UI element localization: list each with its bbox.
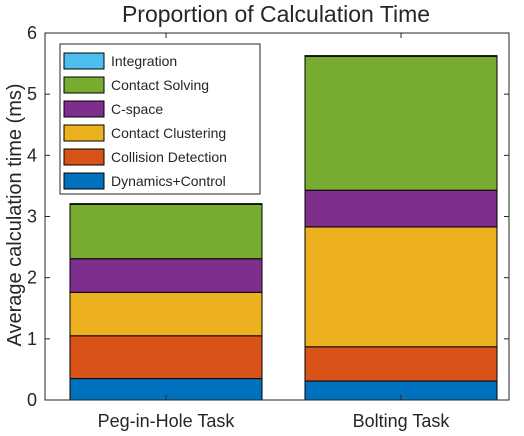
legend-swatch (63, 76, 105, 94)
legend: Integration Contact Solving C-space Contact… (59, 43, 261, 195)
legend-label: Dynamics+Control (111, 173, 226, 189)
legend-swatch (63, 100, 105, 118)
legend-swatch (63, 148, 105, 166)
bar-segment (304, 346, 498, 382)
bar-segment (69, 258, 263, 293)
y-tick-label: 4 (27, 145, 37, 165)
bar-segment (69, 291, 263, 337)
bars-group (69, 55, 498, 401)
bar-segment (69, 203, 263, 260)
bar-segment (69, 203, 263, 205)
legend-swatch (63, 172, 105, 190)
y-tick-label: 6 (27, 23, 37, 43)
y-tick-label: 0 (27, 390, 37, 410)
bar-segment (69, 335, 263, 380)
y-axis-ticks: 0 1 2 3 4 5 6 (27, 23, 509, 410)
legend-swatch (63, 52, 105, 70)
legend-label: Contact Solving (111, 77, 209, 93)
bar-segment (304, 55, 498, 57)
x-category-label: Bolting Task (353, 411, 451, 431)
x-axis-ticks: Peg-in-Hole Task Bolting Task (98, 33, 451, 431)
y-tick-label: 2 (27, 268, 37, 288)
y-axis-label: Average calculation time (ms) (4, 83, 26, 346)
legend-label: C-space (111, 101, 163, 117)
legend-label: Contact Clustering (111, 125, 226, 141)
legend-label: Integration (111, 53, 177, 69)
y-tick-label: 5 (27, 84, 37, 104)
y-tick-label: 3 (27, 207, 37, 227)
chart-title: Proportion of Calculation Time (122, 1, 430, 27)
bar-segment (304, 226, 498, 348)
bar-segment (304, 189, 498, 228)
legend-label: Collision Detection (111, 149, 227, 165)
legend-swatch (63, 124, 105, 142)
bar-segment (304, 55, 498, 191)
y-tick-label: 1 (27, 329, 37, 349)
x-category-label: Peg-in-Hole Task (98, 411, 236, 431)
